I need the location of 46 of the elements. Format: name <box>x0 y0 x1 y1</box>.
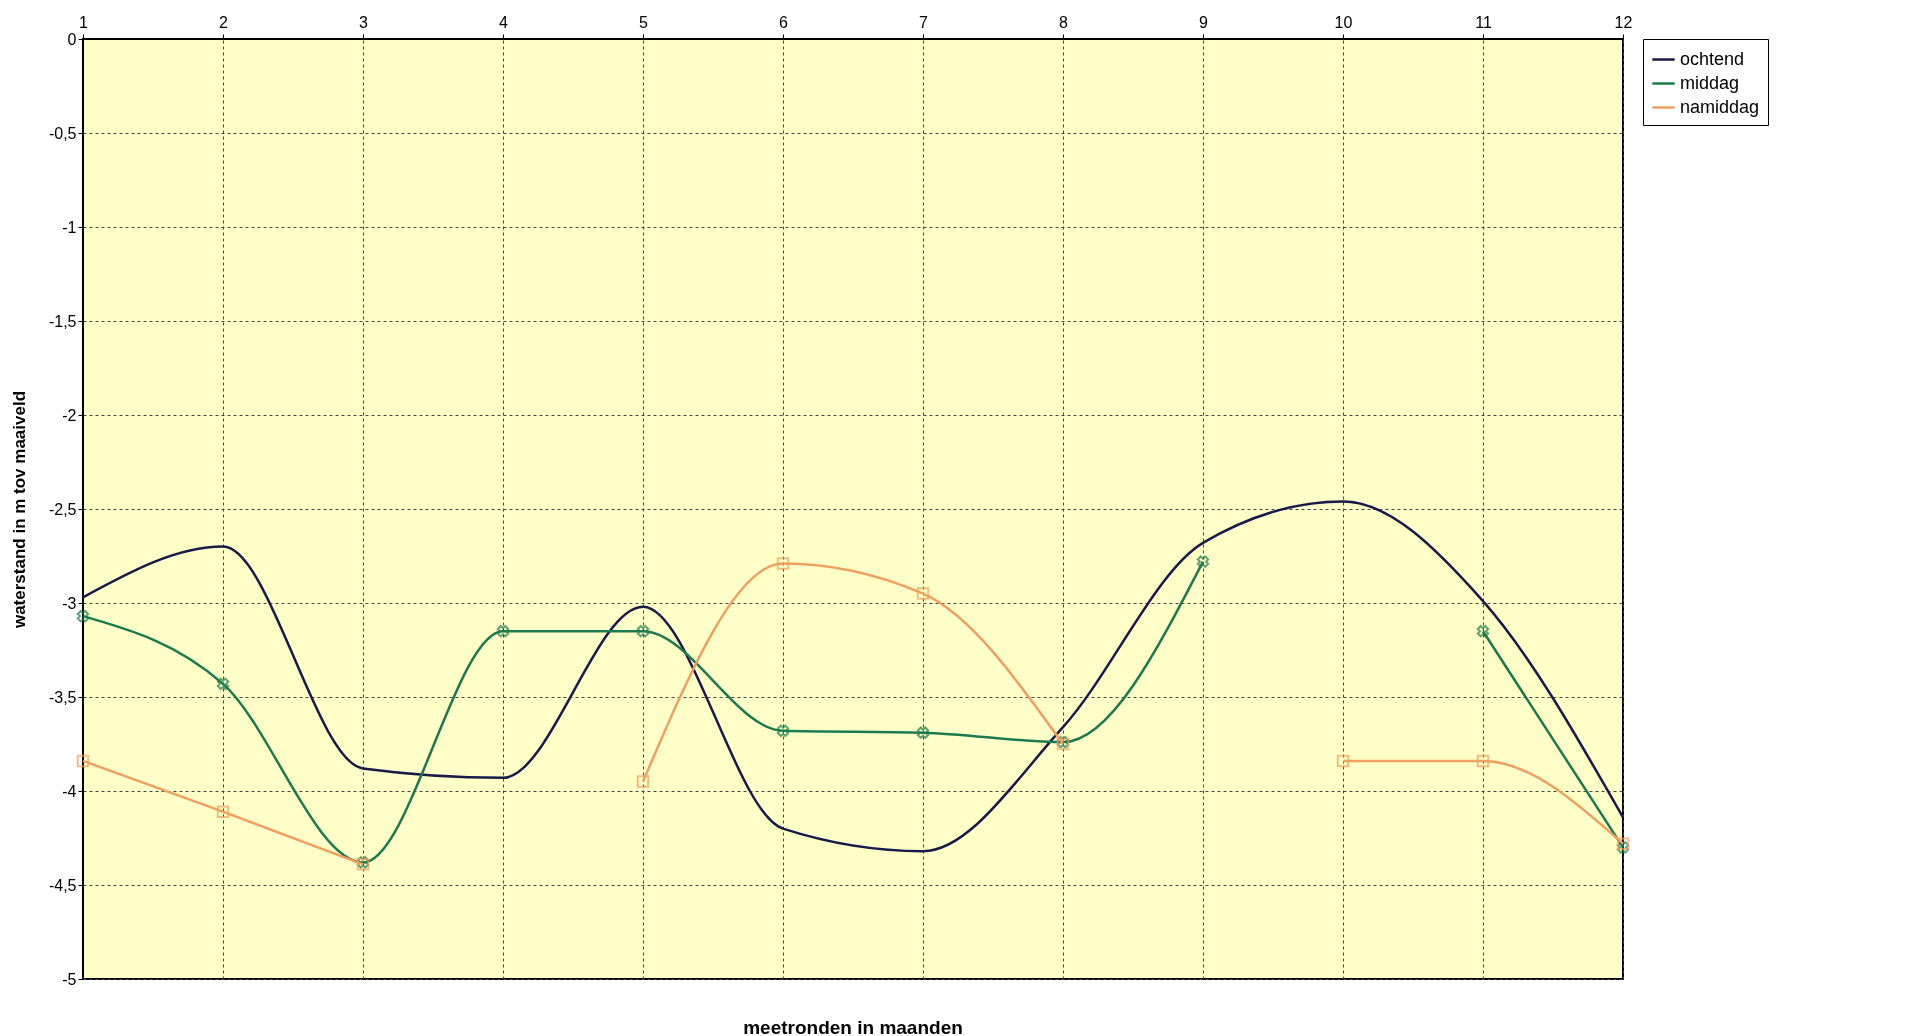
point <box>916 587 930 600</box>
point <box>76 609 90 623</box>
y-tick-label: -3,5 <box>48 688 77 706</box>
point <box>916 726 930 739</box>
y-tick-label: -5 <box>62 970 77 988</box>
point <box>1476 754 1490 768</box>
point <box>776 557 790 570</box>
point <box>776 724 790 738</box>
legend-label: namiddag <box>1680 96 1760 117</box>
x-tick-label: 4 <box>499 13 509 31</box>
x-axis-title: meetronden in maanden <box>743 1017 963 1036</box>
y-tick-label: -4,5 <box>48 876 77 894</box>
point <box>1196 555 1210 568</box>
point <box>76 754 90 768</box>
point <box>1616 837 1630 850</box>
point <box>216 677 230 691</box>
point <box>636 775 650 788</box>
x-tick-label: 5 <box>639 13 649 31</box>
line-series <box>81 500 1625 853</box>
x-tick-label: 1 <box>79 13 89 31</box>
x-tick-label: 8 <box>1059 13 1069 31</box>
point <box>496 625 510 638</box>
x-tick-label: 10 <box>1334 13 1353 31</box>
point <box>1336 754 1350 768</box>
x-tick-label: 11 <box>1475 13 1492 31</box>
x-tick-label: 7 <box>919 13 929 31</box>
y-tick-label: -4 <box>62 782 77 800</box>
y-tick-label: -0,5 <box>48 124 77 142</box>
y-tick-label: -3 <box>62 594 77 612</box>
y-tick-label: -2 <box>62 406 77 424</box>
y-tick-label: -1 <box>62 218 77 236</box>
x-tick-label: 6 <box>779 13 789 31</box>
y-tick-label: -1,5 <box>48 312 77 330</box>
point <box>1616 841 1630 854</box>
x-tick-label: 3 <box>359 13 369 31</box>
y-axis-title: waterstand in m tov maaiveld <box>9 390 29 630</box>
legend-label: middag <box>1680 72 1740 93</box>
x-tick-label: 2 <box>219 13 229 31</box>
y-tick-label: 0 <box>67 30 77 48</box>
point <box>216 805 230 818</box>
point <box>636 625 650 638</box>
x-tick-label: 9 <box>1199 13 1209 31</box>
point <box>1476 625 1490 638</box>
legend-label: ochtend <box>1680 48 1745 69</box>
x-tick-label: 12 <box>1614 13 1633 31</box>
y-tick-label: -2,5 <box>48 500 77 518</box>
